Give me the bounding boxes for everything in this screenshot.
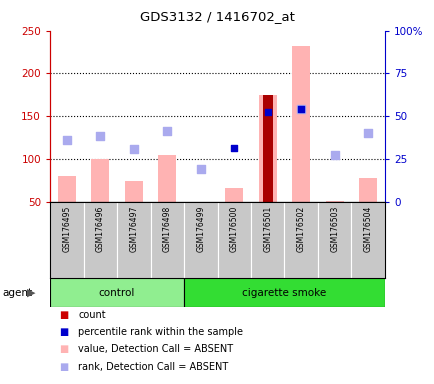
Bar (224, 188, 243, 202)
Text: agent: agent (2, 288, 32, 298)
Text: control: control (99, 288, 135, 298)
Text: cigarette smoke: cigarette smoke (242, 288, 326, 298)
Text: GDS3132 / 1416702_at: GDS3132 / 1416702_at (140, 10, 294, 23)
Text: ■: ■ (59, 362, 68, 372)
Text: GSM176502: GSM176502 (296, 205, 305, 252)
Point (297, 106, 304, 113)
Text: GSM176498: GSM176498 (162, 205, 171, 252)
Bar (150, 202, 184, 278)
Point (264, 109, 271, 115)
Text: ■: ■ (59, 310, 68, 320)
Bar (124, 181, 143, 202)
Text: count: count (78, 310, 106, 320)
Bar (50, 278, 184, 307)
Point (97, 133, 104, 139)
Point (230, 145, 237, 151)
Bar (258, 95, 276, 202)
Bar (83, 202, 117, 278)
Point (130, 146, 137, 152)
Bar (317, 202, 351, 278)
Text: ■: ■ (59, 344, 68, 354)
Point (197, 166, 204, 172)
Point (63, 137, 70, 143)
Text: GSM176499: GSM176499 (196, 205, 205, 252)
Bar (184, 202, 217, 278)
Bar (50, 202, 83, 278)
Bar (291, 46, 310, 202)
Bar (262, 95, 272, 202)
Text: GSM176496: GSM176496 (95, 205, 105, 252)
Text: GSM176504: GSM176504 (363, 205, 372, 252)
Bar (117, 202, 150, 278)
Text: GSM176497: GSM176497 (129, 205, 138, 252)
Text: GSM176500: GSM176500 (229, 205, 238, 252)
Bar (284, 202, 317, 278)
Bar (325, 201, 343, 202)
Text: ■: ■ (59, 327, 68, 337)
Text: percentile rank within the sample: percentile rank within the sample (78, 327, 243, 337)
Bar (184, 278, 384, 307)
Point (364, 130, 371, 136)
Text: GSM176501: GSM176501 (263, 205, 272, 252)
Bar (91, 159, 109, 202)
Point (297, 106, 304, 113)
Bar (351, 202, 384, 278)
Bar (358, 178, 377, 202)
Bar (57, 176, 76, 202)
Bar (250, 202, 284, 278)
Text: value, Detection Call = ABSENT: value, Detection Call = ABSENT (78, 344, 233, 354)
Bar (217, 202, 250, 278)
Point (164, 127, 171, 134)
Bar (158, 155, 176, 202)
Text: rank, Detection Call = ABSENT: rank, Detection Call = ABSENT (78, 362, 228, 372)
Point (331, 152, 338, 159)
Text: GSM176495: GSM176495 (62, 205, 71, 252)
Text: ▶: ▶ (27, 288, 36, 298)
Text: GSM176503: GSM176503 (329, 205, 339, 252)
